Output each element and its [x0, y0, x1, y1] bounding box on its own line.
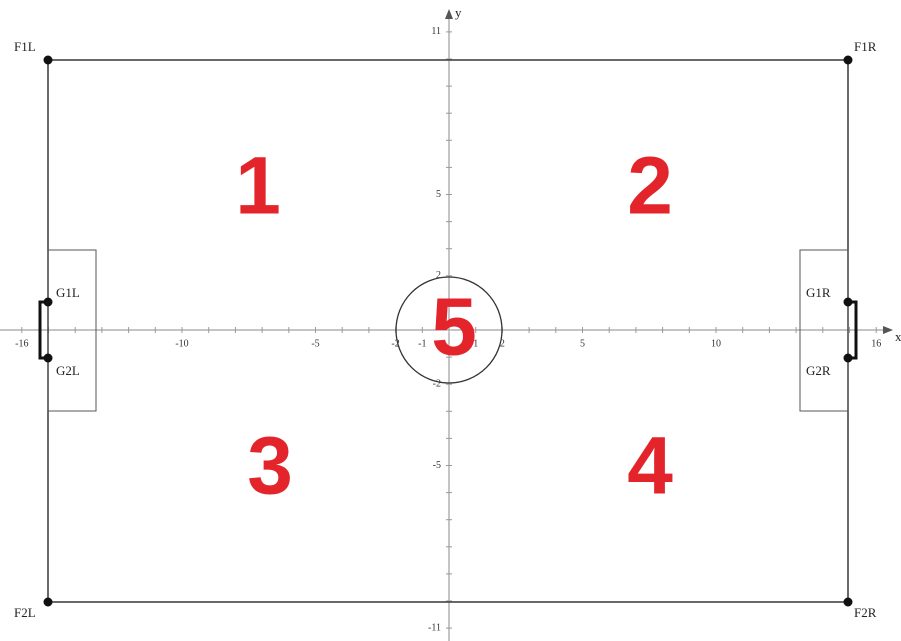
point-marker	[843, 597, 853, 607]
x-tick-label: -2	[391, 338, 399, 349]
point-marker	[43, 55, 53, 65]
center-circle	[395, 276, 503, 384]
minor-ticks	[21, 31, 877, 629]
point-marker	[43, 597, 53, 607]
y-tick-label: 2	[436, 270, 441, 281]
y-tick-label: 11	[431, 26, 441, 37]
zone-number: 5	[431, 282, 477, 373]
point-label: F2R	[854, 605, 877, 620]
x-tick-label: 2	[500, 338, 505, 349]
x-tick-label: -1	[418, 338, 426, 349]
x-axis-label: x	[895, 329, 901, 344]
right-goal-box	[799, 249, 849, 412]
x-tick-label: 1	[473, 338, 478, 349]
x-tick-label: -10	[175, 338, 188, 349]
point-label: G1R	[806, 285, 831, 300]
point-marker	[43, 297, 53, 307]
point-marker	[43, 353, 53, 363]
point-marker	[843, 55, 853, 65]
x-tick-label: 5	[580, 338, 585, 349]
left-goal-box	[47, 249, 97, 412]
zone-number: 3	[247, 421, 293, 512]
point-label: G1L	[56, 285, 80, 300]
x-tick-label: 16	[871, 338, 881, 349]
x-tick-label: 10	[711, 338, 721, 349]
point-marker	[843, 353, 853, 363]
y-arrow	[445, 9, 453, 19]
x-arrow	[883, 326, 893, 334]
point-label: G2L	[56, 363, 80, 378]
x-tick-label: -5	[311, 338, 319, 349]
zone-number: 1	[235, 141, 281, 232]
point-label: F1R	[854, 39, 877, 54]
point-marker	[843, 297, 853, 307]
x-tick-label: -16	[15, 338, 28, 349]
zone-number: 4	[627, 421, 673, 512]
y-tick-label: -11	[428, 622, 441, 633]
y-tick-label: -2	[433, 378, 441, 389]
y-tick-label: -5	[433, 460, 441, 471]
point-label: F1L	[14, 39, 36, 54]
zone-number: 2	[627, 141, 673, 232]
point-label: F2L	[14, 605, 36, 620]
y-axis-label: y	[455, 5, 462, 20]
y-tick-label: 5	[436, 189, 441, 200]
point-label: G2R	[806, 363, 831, 378]
